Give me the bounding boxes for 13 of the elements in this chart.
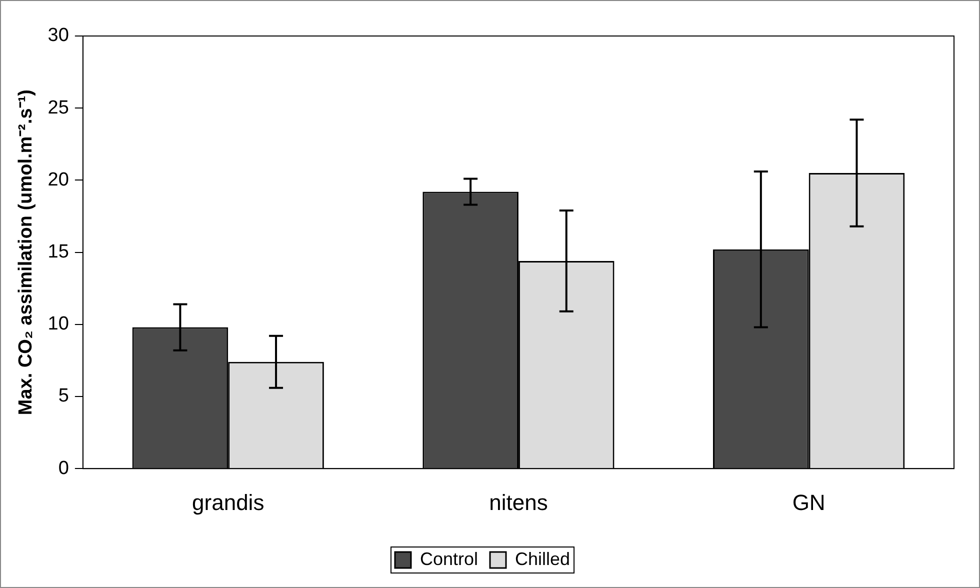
x-tick-label: grandis xyxy=(192,490,264,515)
x-tick-label: nitens xyxy=(489,490,548,515)
y-tick-label: 20 xyxy=(48,169,69,190)
y-tick-label: 15 xyxy=(48,242,69,263)
y-tick-label: 0 xyxy=(58,458,69,479)
legend-label: Control xyxy=(420,548,478,569)
y-tick-label: 30 xyxy=(48,25,69,46)
y-tick-label: 10 xyxy=(48,314,69,335)
x-tick-label: GN xyxy=(792,490,826,515)
y-axis-title: Max. CO₂ assimilation (umol.m⁻².s⁻¹) xyxy=(16,90,37,416)
y-tick-label: 5 xyxy=(58,386,69,407)
legend-label: Chilled xyxy=(515,548,570,569)
y-tick-label: 25 xyxy=(48,97,69,118)
